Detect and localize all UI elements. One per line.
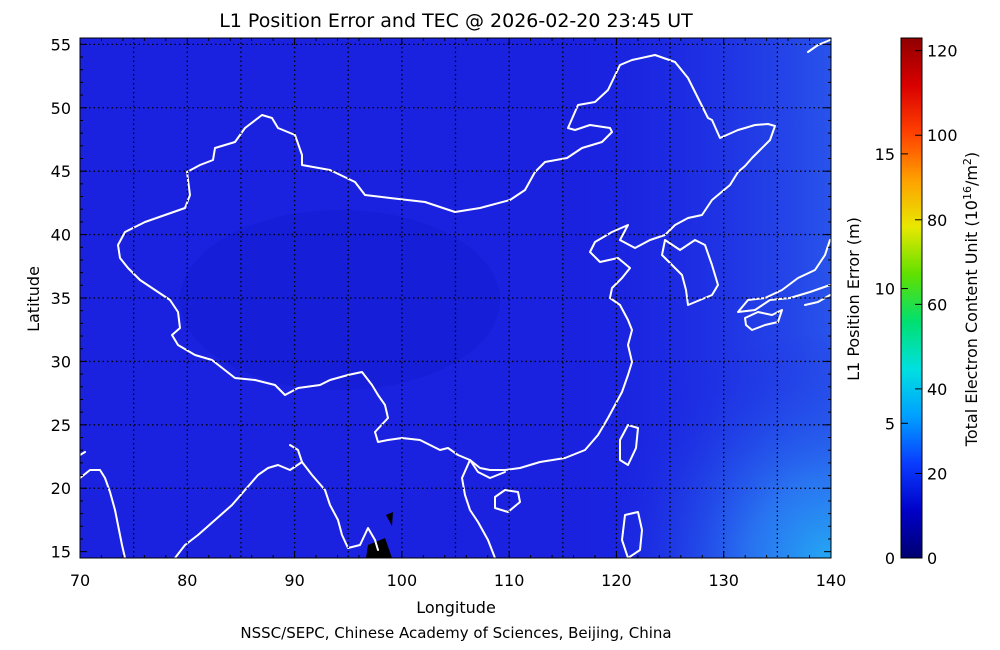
tec-tick-label: 100 bbox=[927, 126, 958, 145]
tec-tick-label: 0 bbox=[927, 549, 937, 568]
position-error-tick-label: 0 bbox=[885, 549, 895, 568]
y-tick-label: 55 bbox=[51, 35, 71, 54]
tec-field-dark-patch bbox=[180, 210, 500, 390]
japan-east-coast bbox=[804, 294, 831, 306]
colorbar-ticks: 0 20 40 60 80 100 120 0 5 10 15 bbox=[875, 42, 958, 568]
y-tick-label: 20 bbox=[51, 479, 71, 498]
colorbar-frame bbox=[900, 37, 923, 559]
colorbar-strip bbox=[901, 38, 922, 558]
x-tick-label: 140 bbox=[816, 571, 847, 590]
tec-tick-label: 20 bbox=[927, 464, 947, 483]
colorbar-gradient bbox=[901, 38, 922, 558]
tec-tick-label: 80 bbox=[927, 211, 947, 230]
y-tick-label: 50 bbox=[51, 99, 71, 118]
x-tick-label: 70 bbox=[70, 571, 90, 590]
tec-label-exp1: 16 bbox=[961, 186, 974, 200]
y-tick-label: 45 bbox=[51, 162, 71, 181]
luzon-island bbox=[621, 511, 643, 558]
tec-label-exp2: 2 bbox=[961, 158, 974, 165]
tec-field-southeast-glow bbox=[560, 300, 831, 558]
guangxi-coast bbox=[469, 459, 506, 479]
x-tick-label: 130 bbox=[708, 571, 739, 590]
map-area: 70 80 90 100 110 120 130 140 15 20 25 30 35 40 45 50 55 bbox=[51, 35, 847, 590]
figure-title: L1 Position Error and TEC @ 2026-02-20 2… bbox=[219, 10, 693, 32]
tec-label-end: ) bbox=[962, 152, 981, 158]
y-axis-label: Latitude bbox=[24, 266, 43, 332]
tec-label-main: Total Electron Content Unit (10 bbox=[962, 200, 981, 447]
japan-honshu bbox=[737, 239, 831, 313]
tec-tick-label: 120 bbox=[927, 42, 958, 61]
taiwan-island bbox=[619, 424, 639, 466]
colorbar: 0 20 40 60 80 100 120 0 5 10 15 L1 Position Error … bbox=[844, 37, 981, 568]
vietnam-coast bbox=[461, 459, 496, 558]
y-tick-label: 35 bbox=[51, 289, 71, 308]
sakhalin-coast bbox=[807, 39, 831, 53]
position-error-tick-label: 5 bbox=[885, 414, 895, 433]
gulf-of-kutch bbox=[80, 451, 86, 456]
myanmar-coast bbox=[301, 461, 379, 551]
tec-label-mid: /m bbox=[962, 165, 981, 186]
x-tick-label: 80 bbox=[177, 571, 197, 590]
india-west-coast bbox=[80, 469, 126, 558]
map-grid bbox=[80, 38, 831, 558]
y-tick-label: 25 bbox=[51, 416, 71, 435]
y-tick-label: 15 bbox=[51, 543, 71, 562]
hainan-island bbox=[494, 489, 521, 513]
credit-line: NSSC/SEPC, Chinese Academy of Sciences, … bbox=[240, 624, 671, 642]
x-tick-label: 110 bbox=[494, 571, 525, 590]
position-error-label: L1 Position Error (m) bbox=[844, 217, 863, 381]
tec-tick-label: 60 bbox=[927, 295, 947, 314]
tec-label: Total Electron Content Unit (1016/m2) bbox=[961, 152, 981, 447]
tec-field-black-wedge bbox=[386, 512, 393, 526]
x-tick-label: 120 bbox=[601, 571, 632, 590]
x-axis-label: Longitude bbox=[416, 598, 496, 617]
y-tick-label: 30 bbox=[51, 352, 71, 371]
tec-field-black-patch bbox=[366, 538, 392, 558]
position-error-tick-label: 10 bbox=[875, 280, 895, 299]
y-tick-label: 40 bbox=[51, 226, 71, 245]
x-tick-label: 90 bbox=[284, 571, 304, 590]
tec-tick-label: 40 bbox=[927, 380, 947, 399]
x-tick-label: 100 bbox=[387, 571, 418, 590]
position-error-tick-label: 15 bbox=[875, 145, 895, 164]
map-axes: 70 80 90 100 110 120 130 140 15 20 25 30 35 40 45 50 55 bbox=[51, 35, 847, 590]
